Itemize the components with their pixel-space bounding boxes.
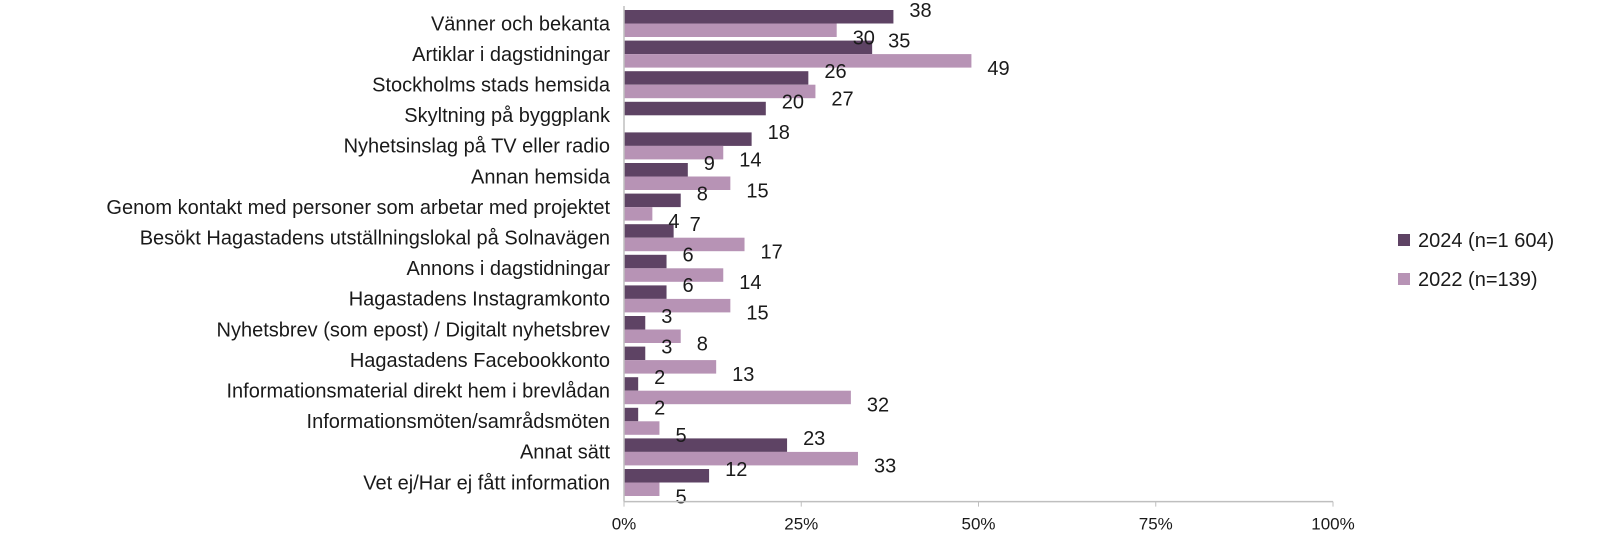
bar-value-label: 3 [661,336,672,358]
category-label: Besökt Hagastadens utställningslokal på … [140,228,610,250]
bar-value-label: 6 [683,275,694,297]
category-label: Annat sätt [520,442,611,464]
bar-value-label: 3 [661,306,672,328]
bar [624,71,809,85]
x-tick-label: 0% [612,515,637,534]
bar [624,285,667,299]
bar [624,237,745,252]
category-label: Genom kontakt med personer som arbetar m… [106,197,610,219]
bar-value-label: 2 [654,367,665,389]
bar [624,390,851,405]
bar [624,346,646,361]
x-tick-label: 50% [961,515,995,534]
bar [624,163,688,177]
bar [624,316,646,330]
bar [624,224,674,238]
bar-value-label: 8 [697,333,708,355]
bar [624,469,710,483]
bar [624,193,681,208]
bar-value-label: 30 [853,27,875,49]
bar [624,207,653,221]
bar-value-label: 20 [782,92,804,114]
bar-value-label: 49 [987,58,1009,80]
bar-value-label: 9 [704,153,715,175]
bar [624,329,681,343]
bar [624,132,752,146]
bar-value-label: 7 [690,214,701,236]
bar [624,360,717,374]
bar-value-label: 8 [697,183,708,205]
legend-swatch [1398,234,1410,246]
bar-value-label: 12 [725,459,747,481]
bar [624,421,660,435]
category-label: Annons i dagstidningar [407,258,611,280]
category-label: Hagastadens Facebookkonto [350,350,610,372]
legend-label: 2022 (n=139) [1418,269,1538,291]
bar-value-label: 14 [739,272,761,294]
bar-value-label: 14 [739,150,761,172]
bar [624,407,639,422]
bar-value-label: 38 [909,0,931,22]
legend: 2024 (n=1 604) 2022 (n=139) [1398,230,1554,291]
legend-swatch [1398,273,1410,285]
bar-value-label: 13 [732,364,754,386]
category-label: Vänner och bekanta [431,13,611,35]
bar [624,377,639,391]
bar [624,40,873,55]
category-label: Informationsmaterial direkt hem i brevlå… [226,381,610,403]
bar-value-label: 6 [683,245,694,267]
bar [624,101,766,116]
bar-value-label: 26 [824,61,846,83]
category-labels-layer: Vänner och bekanta Artiklar i dagstidning… [106,13,611,494]
bar-value-label: 5 [675,486,686,508]
bar-value-label: 23 [803,428,825,450]
category-label: Annan hemsida [471,166,611,188]
legend-label: 2024 (n=1 604) [1418,230,1554,252]
x-tick-label: 25% [784,515,818,534]
bar-value-label: 17 [761,241,783,263]
bar-value-label: 35 [888,30,910,52]
x-tick-label: 100% [1311,515,1354,534]
category-label: Artiklar i dagstidningar [412,44,610,66]
bar [624,176,731,190]
bar-value-label: 15 [746,180,768,202]
bar-value-label: 33 [874,456,896,478]
category-label: Hagastadens Instagramkonto [349,289,610,311]
category-label: Vet ej/Har ej fått information [363,472,610,494]
bar-value-label: 5 [675,425,686,447]
bar [624,438,788,452]
bar [624,84,816,99]
bar [624,482,660,496]
bar [624,451,858,466]
category-label: Informationsmöten/samrådsmöten [307,411,610,433]
bar-value-label: 2 [654,398,665,420]
category-label: Stockholms stads hemsida [372,75,611,97]
bar [624,298,731,313]
bars-layer [624,10,972,496]
category-label: Nyhetsbrev (som epost) / Digitalt nyhets… [217,319,611,341]
bar [624,23,837,37]
x-axis: 0% 25% 50% 75% 100% [612,6,1355,534]
bar-value-label: 15 [746,303,768,325]
bar-value-label: 27 [831,88,853,110]
bar [624,54,972,68]
category-label: Nyhetsinslag på TV eller radio [344,136,610,158]
bar [624,268,724,282]
bar [624,10,894,24]
bar [624,145,724,160]
bar [624,254,667,269]
bar-value-label: 4 [668,211,679,233]
bar-value-label: 18 [768,122,790,144]
bar-value-label: 32 [867,394,889,416]
category-label: Skyltning på byggplank [404,105,611,127]
x-tick-label: 75% [1139,515,1173,534]
